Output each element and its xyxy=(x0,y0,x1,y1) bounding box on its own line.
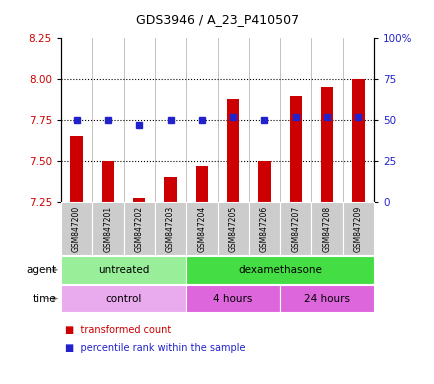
Bar xyxy=(279,285,373,313)
Bar xyxy=(320,87,332,202)
Bar xyxy=(92,202,123,255)
Text: ■  percentile rank within the sample: ■ percentile rank within the sample xyxy=(65,343,245,353)
Text: GSM847205: GSM847205 xyxy=(228,205,237,252)
Bar xyxy=(352,79,364,202)
Text: GSM847203: GSM847203 xyxy=(166,205,174,252)
Text: time: time xyxy=(33,293,56,304)
Bar xyxy=(155,202,186,255)
Bar xyxy=(186,285,279,313)
Bar xyxy=(289,96,301,202)
Bar xyxy=(133,199,145,202)
Text: GSM847209: GSM847209 xyxy=(353,205,362,252)
Bar xyxy=(248,202,279,255)
Bar xyxy=(186,256,373,283)
Text: ■  transformed count: ■ transformed count xyxy=(65,325,171,335)
Text: untreated: untreated xyxy=(98,265,149,275)
Bar xyxy=(61,256,186,283)
Text: GSM847202: GSM847202 xyxy=(135,205,143,252)
Bar xyxy=(311,202,342,255)
Bar xyxy=(102,161,114,202)
Bar xyxy=(123,202,155,255)
Text: 4 hours: 4 hours xyxy=(213,293,252,304)
Bar xyxy=(70,136,82,202)
Bar xyxy=(61,285,186,313)
Text: GSM847200: GSM847200 xyxy=(72,205,81,252)
Text: dexamethasone: dexamethasone xyxy=(238,265,321,275)
Text: 24 hours: 24 hours xyxy=(303,293,349,304)
Text: control: control xyxy=(105,293,141,304)
Text: GSM847201: GSM847201 xyxy=(103,205,112,252)
Bar xyxy=(217,202,248,255)
Bar xyxy=(342,202,373,255)
Text: GDS3946 / A_23_P410507: GDS3946 / A_23_P410507 xyxy=(135,13,299,26)
Text: GSM847206: GSM847206 xyxy=(260,205,268,252)
Bar xyxy=(258,161,270,202)
Text: GSM847208: GSM847208 xyxy=(322,205,331,252)
Bar xyxy=(195,166,207,202)
Text: GSM847207: GSM847207 xyxy=(291,205,299,252)
Text: GSM847204: GSM847204 xyxy=(197,205,206,252)
Bar xyxy=(61,202,92,255)
Bar xyxy=(227,99,239,202)
Text: agent: agent xyxy=(26,265,56,275)
Bar xyxy=(164,177,176,202)
Bar xyxy=(186,202,217,255)
Bar xyxy=(279,202,311,255)
